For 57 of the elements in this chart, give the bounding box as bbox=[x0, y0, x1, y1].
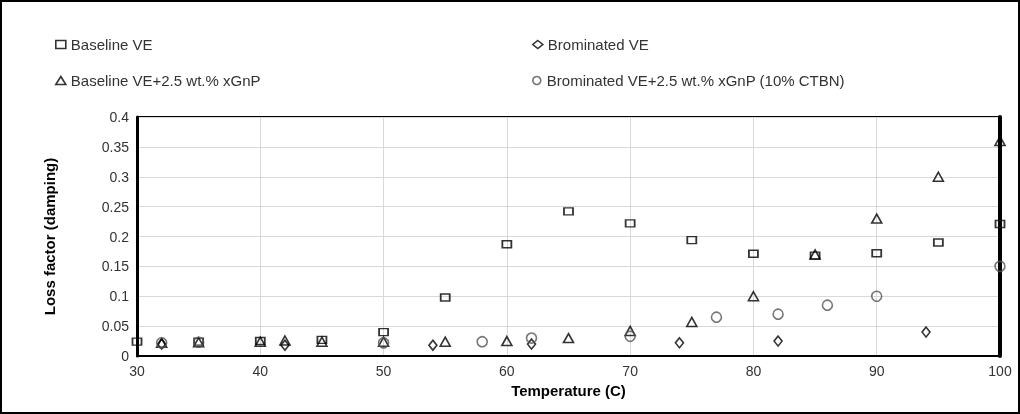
x-tick-label: 80 bbox=[745, 363, 762, 379]
x-tick-label: 30 bbox=[129, 363, 145, 379]
point bbox=[871, 248, 883, 258]
legend-label: Baseline VE bbox=[70, 36, 153, 53]
y-tick-label: 0.2 bbox=[109, 228, 130, 245]
point bbox=[773, 335, 783, 347]
point bbox=[279, 335, 291, 346]
point bbox=[624, 325, 636, 337]
point bbox=[439, 293, 451, 302]
point bbox=[280, 339, 290, 352]
y-tick-label: 0.4 bbox=[109, 109, 130, 125]
legend-label: Brominated VE+2.5 wt.% xGnP (10% CTBN) bbox=[546, 72, 845, 89]
y-axis-title: Loss factor (damping) bbox=[41, 157, 58, 316]
point bbox=[870, 213, 883, 224]
legend-label: Baseline VE+2.5 wt.% xGnP bbox=[70, 72, 261, 89]
point bbox=[131, 337, 143, 346]
x-axis-title: Temperature (C) bbox=[511, 382, 626, 399]
point bbox=[686, 235, 698, 245]
point bbox=[710, 311, 723, 323]
x-tick-label: 70 bbox=[622, 363, 639, 379]
point bbox=[525, 332, 538, 344]
point bbox=[772, 308, 784, 320]
point bbox=[624, 219, 636, 228]
point bbox=[921, 326, 931, 338]
point bbox=[439, 336, 452, 347]
point bbox=[378, 327, 389, 337]
legend-label: Brominated VE bbox=[547, 36, 649, 53]
y-tick-label: 0.15 bbox=[101, 258, 130, 275]
point bbox=[501, 239, 513, 249]
y-tick-label: 0.1 bbox=[109, 288, 130, 305]
x-tick-label: 100 bbox=[988, 363, 1012, 379]
y-tick-label: 0.25 bbox=[101, 198, 130, 215]
point bbox=[526, 338, 537, 350]
point bbox=[624, 330, 636, 343]
point bbox=[685, 316, 698, 328]
point bbox=[821, 299, 834, 312]
point bbox=[994, 260, 1006, 273]
point bbox=[501, 335, 513, 347]
point bbox=[674, 337, 685, 349]
x-tick-label: 40 bbox=[252, 363, 269, 379]
point bbox=[428, 339, 438, 352]
y-tick-label: 0.3 bbox=[109, 168, 130, 185]
point bbox=[870, 290, 883, 303]
x-tick-label: 60 bbox=[499, 363, 515, 379]
x-tick-label: 50 bbox=[375, 363, 392, 379]
point bbox=[994, 219, 1006, 229]
point bbox=[562, 332, 575, 344]
x-tick-label: 90 bbox=[868, 363, 885, 379]
y-tick-label: 0.05 bbox=[101, 318, 130, 335]
point bbox=[748, 249, 759, 259]
point bbox=[747, 290, 760, 302]
y-tick-label: 0.35 bbox=[101, 138, 130, 155]
y-tick-label: 0 bbox=[121, 348, 130, 364]
point bbox=[932, 171, 945, 183]
point bbox=[476, 335, 488, 348]
point bbox=[933, 238, 944, 247]
point bbox=[563, 207, 574, 216]
